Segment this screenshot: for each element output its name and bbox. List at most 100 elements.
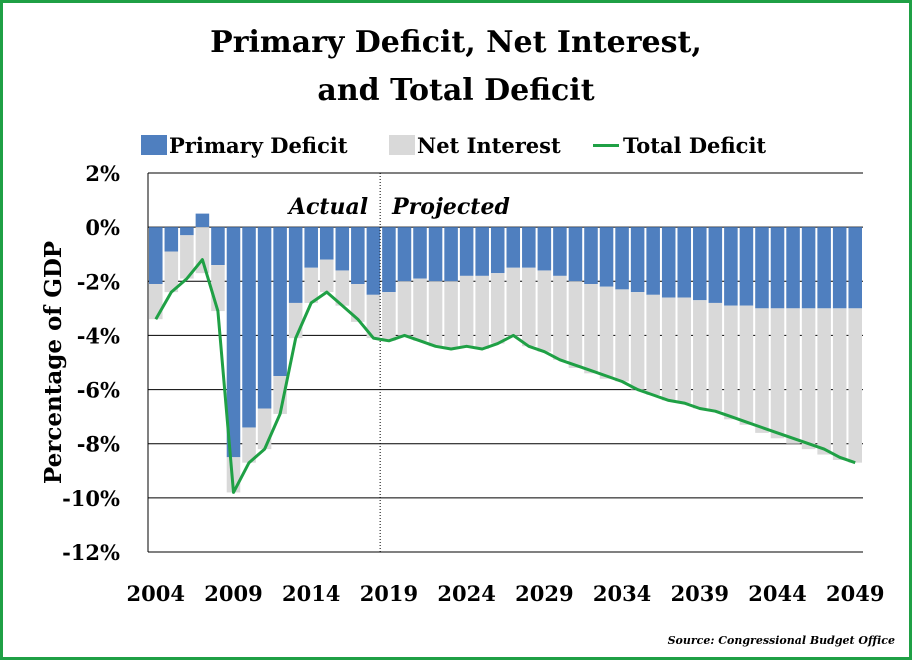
legend: Primary Deficit Net Interest Total Defic… (3, 131, 909, 161)
bar-net-interest (257, 408, 272, 450)
bar-net-interest (413, 278, 427, 341)
bar-primary-deficit (832, 227, 847, 309)
bar-net-interest (459, 275, 474, 347)
bar-primary-deficit (553, 227, 567, 276)
bar-net-interest (770, 308, 785, 439)
bar-net-interest (848, 308, 862, 463)
bar-primary-deficit (646, 227, 660, 295)
bar-primary-deficit (149, 227, 163, 284)
bar-primary-deficit (677, 227, 692, 298)
bar-net-interest (366, 294, 381, 339)
bar-net-interest (599, 286, 614, 379)
bar-net-interest (693, 300, 707, 409)
annotation-actual: Actual (287, 194, 368, 220)
legend-label-net-interest: Net Interest (417, 132, 561, 158)
bar-primary-deficit (257, 227, 272, 409)
x-tick-label: 2019 (360, 581, 418, 606)
bar-net-interest (522, 267, 536, 347)
y-tick-label: -6% (77, 378, 120, 403)
plot-area: 2% 0% -2% -4% -6% -8% -10% -12% Actual Projected 2… (40, 161, 884, 606)
legend-line-total-deficit (593, 143, 619, 147)
bar-net-interest (490, 273, 505, 344)
bar-net-interest (630, 292, 645, 390)
line-total-deficit (154, 258, 856, 494)
bar-primary-deficit (351, 227, 365, 284)
bar-primary-deficit (817, 227, 831, 309)
bar-primary-deficit (211, 227, 225, 266)
chart-title-line-2: and Total Deficit (317, 73, 595, 108)
x-tick-label: 2044 (748, 581, 806, 606)
bar-primary-deficit (335, 227, 350, 271)
bar-primary-deficit (366, 227, 381, 295)
bar-net-interest (304, 267, 318, 303)
bar-net-interest (677, 297, 692, 404)
bar-net-interest (615, 289, 629, 382)
bar-net-interest (288, 302, 303, 339)
bar-primary-deficit (382, 227, 396, 293)
bar-primary-deficit (506, 227, 521, 268)
legend-item-net-interest: Net Interest (389, 131, 561, 159)
y-tick-label: -10% (62, 486, 120, 511)
bar-net-interest (584, 283, 598, 374)
bar-primary-deficit (755, 227, 769, 309)
bar-net-interest (242, 427, 256, 463)
bar-net-interest (832, 308, 847, 460)
x-tick-label: 2039 (671, 581, 729, 606)
bar-primary-deficit (801, 227, 816, 309)
x-tick-label: 2009 (204, 581, 262, 606)
bar-primary-deficit (786, 227, 800, 309)
y-tick-label: 0% (85, 215, 120, 240)
bar-primary-deficit (848, 227, 862, 309)
bar-net-interest (428, 281, 443, 347)
bar-net-interest (382, 292, 396, 341)
x-tick-label: 2004 (127, 581, 185, 606)
y-tick-label: 2% (85, 161, 120, 186)
bar-primary-deficit (288, 227, 303, 303)
annotation-projected: Projected (391, 194, 510, 220)
bar-net-interest (397, 281, 412, 336)
bar-net-interest (164, 251, 179, 293)
bar-net-interest (817, 308, 831, 455)
bar-primary-deficit (242, 227, 256, 428)
y-tick-label: -4% (77, 323, 120, 348)
bar-net-interest (335, 270, 350, 306)
x-tick-label: 2034 (593, 581, 651, 606)
y-tick-label: -12% (62, 540, 120, 565)
bar-primary-deficit (584, 227, 598, 284)
bar-net-interest (319, 259, 334, 293)
bar-net-interest (568, 281, 583, 368)
bar-primary-deficit (708, 227, 723, 303)
bar-primary-deficit (770, 227, 785, 309)
legend-swatch-primary-deficit (141, 135, 167, 155)
bar-primary-deficit (444, 227, 458, 282)
bar-primary-deficit (630, 227, 645, 293)
bar-primary-deficit (319, 227, 334, 260)
bar-primary-deficit (164, 227, 179, 252)
x-tick-label: 2049 (826, 581, 884, 606)
bar-primary-deficit (428, 227, 443, 282)
bar-primary-deficit (615, 227, 629, 290)
bar-primary-deficit (459, 227, 474, 276)
legend-label-primary-deficit: Primary Deficit (169, 132, 348, 158)
y-tick-label: -2% (77, 269, 120, 294)
bar-primary-deficit (661, 227, 676, 298)
x-tick-label: 2024 (437, 581, 495, 606)
bar-net-interest (351, 283, 365, 322)
bar-net-interest (506, 267, 521, 336)
bar-net-interest (739, 305, 754, 425)
bar-net-interest (444, 281, 458, 349)
chart-title-line-1: Primary Deficit, Net Interest, (210, 25, 702, 60)
bar-net-interest (646, 294, 660, 395)
legend-swatch-net-interest (389, 135, 415, 155)
bar-primary-deficit (490, 227, 505, 274)
bar-primary-deficit (693, 227, 707, 301)
legend-item-primary-deficit: Primary Deficit (141, 131, 348, 159)
bar-net-interest (661, 297, 676, 401)
source-note: Source: Congressional Budget Office (667, 634, 895, 647)
legend-label-total-deficit: Total Deficit (623, 132, 767, 158)
x-tick-label: 2014 (282, 581, 340, 606)
bar-primary-deficit (273, 227, 287, 377)
bar-net-interest (475, 275, 489, 349)
bar-primary-deficit (195, 213, 210, 228)
